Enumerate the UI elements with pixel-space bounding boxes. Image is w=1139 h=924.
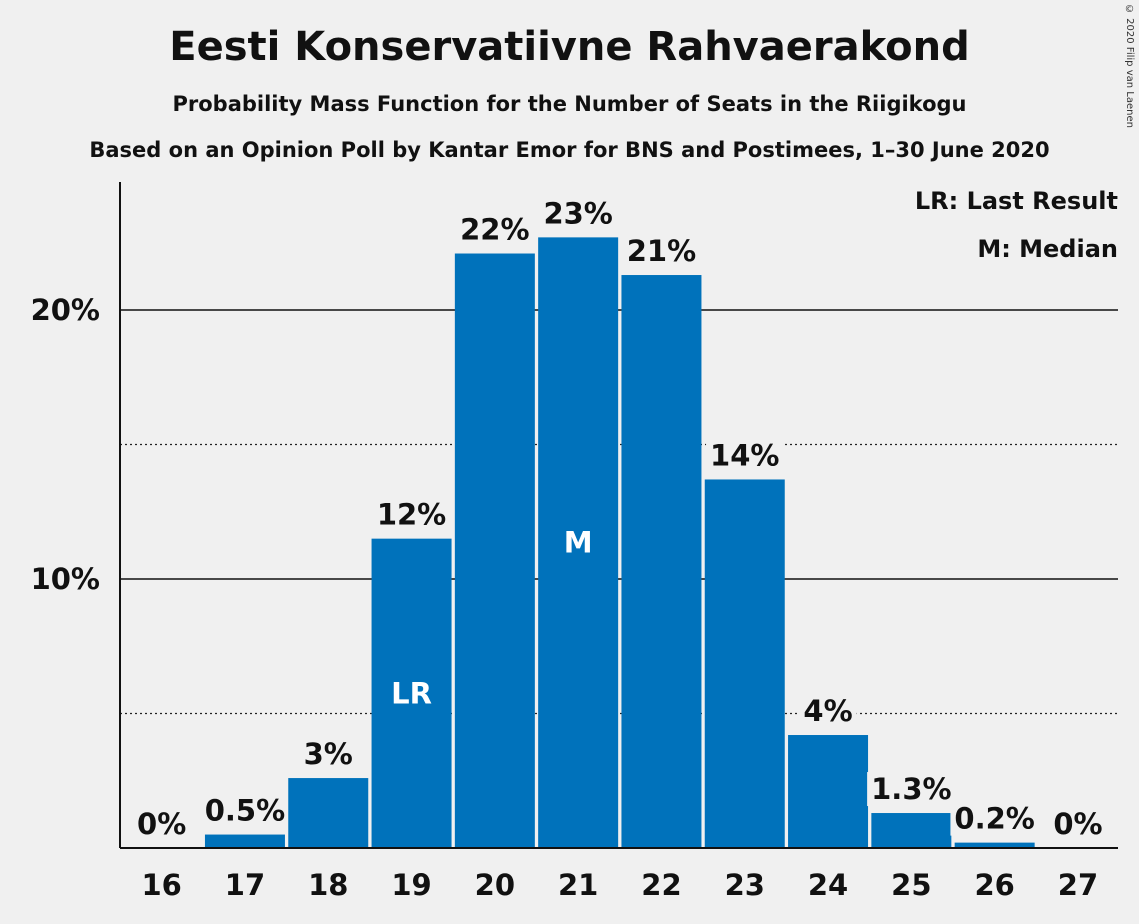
y-tick-label: 10%	[31, 562, 100, 596]
chart-title: Eesti Konservatiivne Rahvaerakond	[169, 24, 970, 70]
label-background	[622, 234, 701, 269]
legend-last-result: LR: Last Result	[915, 187, 1118, 215]
x-tick-label-25: 25	[891, 868, 931, 902]
x-tick-label-22: 22	[641, 868, 681, 902]
bar-annotation-lr: LR	[391, 676, 432, 710]
data-label-27: 0%	[1053, 807, 1102, 841]
x-tick-label-16: 16	[141, 868, 181, 902]
data-label-25: 1.3%	[871, 772, 951, 806]
data-label-21: 23%	[543, 196, 612, 230]
bar-19	[371, 538, 452, 848]
label-background	[799, 694, 857, 729]
bar-23	[704, 479, 785, 848]
gridlines	[120, 309, 1118, 715]
bar-18	[288, 778, 369, 848]
chart-source-note: Based on an Opinion Poll by Kantar Emor …	[89, 138, 1050, 162]
label-background	[867, 772, 956, 807]
bar-22	[621, 275, 702, 848]
bar-21	[538, 237, 619, 848]
data-label-16: 0%	[137, 807, 186, 841]
label-background	[950, 801, 1039, 836]
bar-24	[788, 735, 869, 848]
x-tick-label-23: 23	[725, 868, 765, 902]
x-tick-label-19: 19	[391, 868, 431, 902]
legend-median: M: Median	[977, 235, 1118, 263]
x-tick-label-26: 26	[974, 868, 1014, 902]
data-label-26: 0.2%	[954, 802, 1034, 836]
copyright-note: © 2020 Filip van Laenen	[1124, 4, 1135, 128]
x-tick-label-18: 18	[308, 868, 348, 902]
data-label-22: 21%	[627, 234, 696, 268]
y-tick-label: 20%	[31, 293, 100, 327]
data-label-23: 14%	[710, 438, 779, 472]
label-background	[706, 438, 784, 473]
label-background	[200, 793, 290, 828]
bar-annotation-m: M	[564, 526, 593, 560]
data-label-17: 0.5%	[205, 794, 285, 828]
axes: 10% 20% 16 17 18 19 20 21 22 23 24 25 26 27	[31, 182, 1118, 902]
label-background	[133, 807, 191, 841]
x-tick-label-17: 17	[225, 868, 265, 902]
bar-17	[204, 834, 285, 848]
x-tick-label-27: 27	[1058, 868, 1098, 902]
x-tick-label-20: 20	[475, 868, 515, 902]
x-tick-label-21: 21	[558, 868, 598, 902]
data-label-18: 3%	[304, 737, 353, 771]
data-label-24: 4%	[803, 694, 852, 728]
label-background	[456, 212, 534, 247]
bar-25	[871, 813, 952, 848]
x-tick-label-24: 24	[808, 868, 848, 902]
label-background	[299, 737, 357, 772]
data-label-19: 12%	[377, 498, 446, 532]
label-background	[539, 196, 617, 231]
chart-subtitle: Probability Mass Function for the Number…	[172, 92, 967, 116]
data-label-20: 22%	[460, 213, 529, 247]
label-background	[1049, 807, 1107, 841]
label-background	[372, 497, 451, 532]
bar-26	[954, 842, 1035, 848]
bars: 0% 0.5% 3% 12% LR 22% 23% M 21% 14% 4% 1.3%0.2% 0%	[133, 196, 1107, 848]
bar-20	[454, 253, 535, 848]
